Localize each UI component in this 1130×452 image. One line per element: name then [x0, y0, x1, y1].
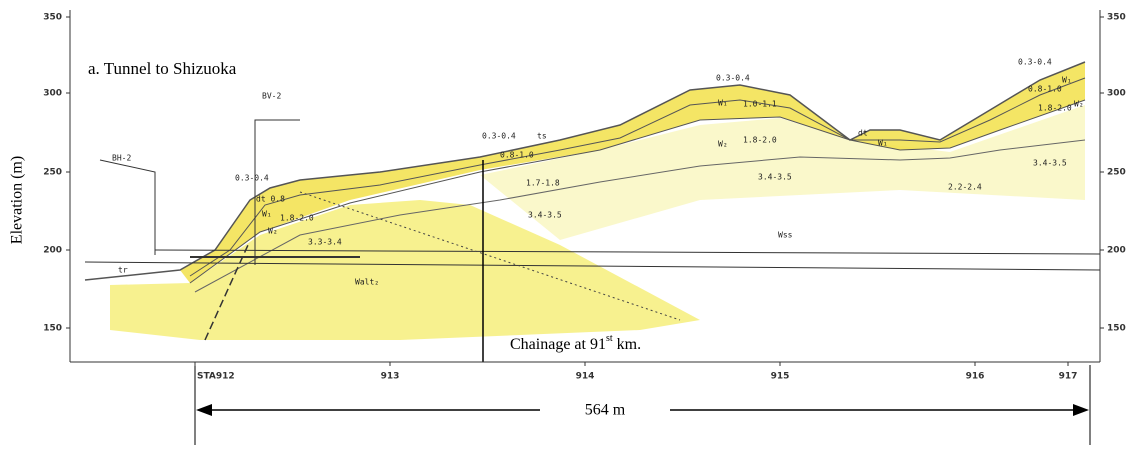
x-tick-label: STA912	[197, 372, 235, 382]
layer-label: 0.8-1.0	[1028, 85, 1062, 94]
title: a. Tunnel to Shizuoka	[88, 59, 237, 78]
layer-label: Walt₂	[355, 278, 379, 287]
layer-label: 3.3-3.4	[308, 238, 342, 247]
arrow-head	[1073, 404, 1089, 416]
y-tick-label: 350	[43, 13, 62, 23]
y-tick-label: 350	[1107, 13, 1126, 23]
y-tick-label: 150	[43, 324, 62, 334]
y-axis-title: Elevation (m)	[9, 156, 26, 244]
arrow-head	[196, 404, 212, 416]
layer-label: 0.8-1.0	[500, 151, 534, 160]
layer-label: 2.2-2.4	[948, 183, 982, 192]
layer-label: 3.4-3.5	[758, 173, 792, 182]
y-tick-label: 200	[43, 246, 62, 256]
layer-label: 3.4-3.5	[1033, 159, 1067, 168]
layer-label: 3.4-3.5	[528, 211, 562, 220]
y-tick-label: 300	[43, 89, 62, 99]
layer-label: W₁	[262, 210, 272, 219]
layer-label: W₁	[878, 139, 888, 148]
x-tick-label: 915	[771, 372, 790, 382]
chainage-label: Chainage at 91st km.	[510, 333, 641, 352]
x-tick-label: 914	[576, 372, 595, 382]
layer-label: W₂	[1074, 100, 1084, 109]
x-tick-label: 917	[1059, 372, 1078, 382]
cross-section: 564 m a. Tunnel to Shizuoka Elevation (m…	[0, 0, 1130, 452]
y-tick-label: 150	[1107, 324, 1126, 334]
dimension-label: 564 m	[585, 402, 626, 419]
layer-label: 0.3-0.4	[235, 174, 269, 183]
layer-label: dt	[858, 129, 868, 138]
layer-label: W₂	[718, 140, 728, 149]
borehole	[100, 160, 155, 255]
layer-label: tr	[118, 266, 128, 275]
layer-label: 0.3-0.4	[716, 74, 750, 83]
layer-label: 1.8-2.0	[743, 136, 777, 145]
x-tick-label: 916	[966, 372, 985, 382]
layer-label: W₁	[718, 99, 728, 108]
y-tick-label: 300	[1107, 89, 1126, 99]
y-tick-label: 200	[1107, 246, 1126, 256]
y-tick-label: 250	[43, 168, 62, 178]
x-tick-label: 913	[381, 372, 400, 382]
layer-label: dt 0.8	[256, 195, 285, 204]
layer-label: Wss	[778, 231, 793, 240]
layer-label: 0.3-0.4	[1018, 58, 1052, 67]
layer-label: W₁	[1062, 76, 1072, 85]
layer-label: 1.7-1.8	[526, 179, 560, 188]
borehole-label: BH-2	[112, 154, 131, 163]
layer-label: 1.8-2.0	[1038, 104, 1072, 113]
chainage-text: Chainage at 91	[510, 336, 606, 353]
layer-label: ts	[537, 132, 547, 141]
layer-label: 1.8-2.0	[280, 214, 314, 223]
layer-label: 0.3-0.4	[482, 132, 516, 141]
layer-label: 1.0-1.1	[743, 100, 777, 109]
borehole-label: BV-2	[262, 92, 281, 101]
chainage-suffix: km.	[613, 336, 641, 353]
y-tick-label: 250	[1107, 168, 1126, 178]
layer-label: W₂	[268, 227, 278, 236]
